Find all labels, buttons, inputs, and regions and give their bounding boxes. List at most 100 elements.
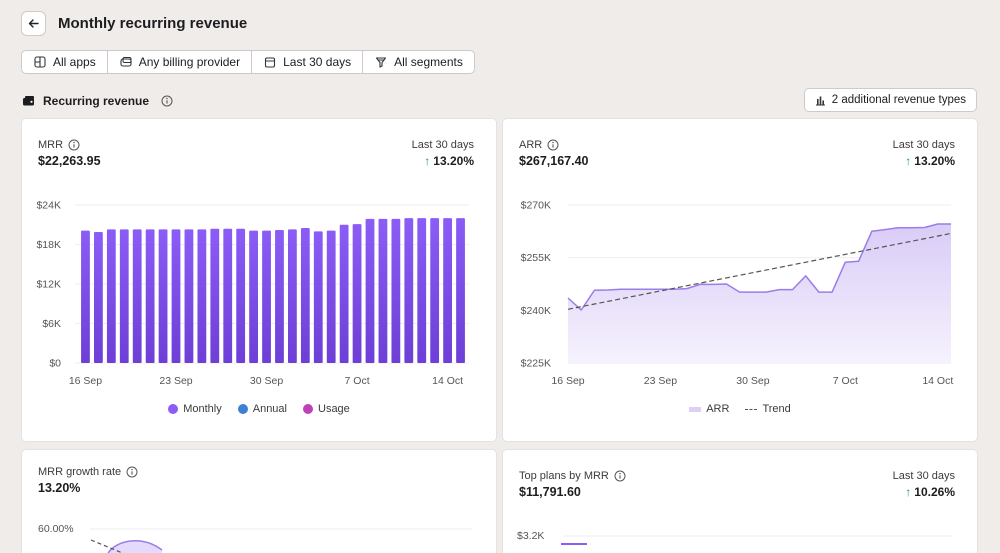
arr-xtick-label: 16 Sep [551, 375, 584, 387]
mrr-bar-chart: $0 $6K $12K $18K $24K 16 Sep 23 Sep 30 Sep 7 Oct… [36, 200, 469, 387]
arr-area [568, 224, 951, 363]
growth-ytick: 60.00% [38, 523, 74, 535]
apps-icon [34, 56, 46, 68]
mrr-bar [443, 218, 452, 363]
mrr-bar [391, 218, 401, 363]
legend-annual-dot [237, 404, 248, 414]
wallet-icon [23, 96, 34, 106]
legend-usage-dot [303, 404, 313, 414]
mrr-xtick-label: 14 Oct [432, 375, 463, 387]
legend-arr-swatch [689, 406, 702, 412]
legend-annual-label: Annual [252, 403, 287, 415]
filter-apps[interactable]: All apps [22, 51, 108, 73]
mrr-label-text: MRR [38, 139, 64, 151]
back-button[interactable] [21, 11, 46, 36]
legend-usage-label: Usage [318, 403, 350, 415]
top-plans-value: $11,791.60 [519, 485, 581, 499]
bar-chart-icon [815, 96, 825, 105]
mrr-ytick-label: $6K [42, 318, 61, 330]
mrr-bar [132, 229, 142, 363]
mrr-xtick-label: 7 Oct [345, 375, 370, 387]
filter-apps-label: All apps [53, 55, 96, 69]
growth-line [107, 540, 163, 553]
legend-monthly-dot [168, 404, 179, 414]
arrow-left-icon [28, 19, 39, 28]
mrr-value: $22,263.95 [38, 154, 101, 168]
growth-label-text: MRR growth rate [38, 466, 122, 478]
arr-value: $267,167.40 [519, 154, 589, 168]
growth-chart: 60.00% [38, 523, 472, 553]
legend-trend[interactable]: Trend [745, 403, 791, 415]
mrr-bar [223, 228, 233, 363]
arr-change: ↑ 13.20% [905, 154, 955, 168]
legend-monthly[interactable]: Monthly [168, 403, 222, 415]
filter-date-range[interactable]: Last 30 days [252, 51, 364, 73]
arr-area-chart: $225K $240K $255K $270K 16 Sep 23 Sep 30 Sep 7 … [521, 200, 954, 388]
legend-monthly-label: Monthly [183, 403, 222, 415]
mrr-card: MRR $22,263.95 Last 30 days ↑ 13.20% $0 $6… [22, 119, 496, 441]
mrr-bar [262, 230, 271, 363]
mrr-bar [378, 218, 388, 363]
mrr-ytick-label: $24K [36, 200, 61, 212]
segment-filter-icon [376, 57, 387, 68]
info-icon[interactable] [614, 470, 626, 482]
arrow-up-icon: ↑ [905, 485, 912, 499]
arr-xtick-label: 23 Sep [644, 375, 677, 387]
mrr-bar [365, 218, 375, 363]
arr-legend: ARR Trend [503, 403, 977, 415]
top-plans-change: ↑ 10.26% [905, 485, 955, 499]
arr-ytick-label: $270K [521, 200, 551, 212]
mrr-bar [352, 224, 362, 363]
top-plans-period: Last 30 days [892, 470, 955, 482]
mrr-bar [456, 218, 465, 363]
mrr-period: Last 30 days [411, 139, 474, 151]
mrr-legend: Monthly Annual Usage [22, 403, 496, 415]
mrr-bar [417, 218, 427, 363]
legend-annual[interactable]: Annual [237, 403, 287, 415]
info-icon[interactable] [126, 466, 138, 478]
mrr-bar [106, 229, 116, 363]
arr-trend-line [567, 232, 952, 310]
mrr-bar [288, 229, 297, 363]
mrr-xtick-label: 30 Sep [250, 375, 283, 387]
arrow-up-icon: ↑ [424, 154, 431, 168]
mrr-bar [145, 229, 155, 363]
filter-billing-provider[interactable]: Any billing provider [108, 51, 253, 73]
additional-revenue-types-button[interactable]: 2 additional revenue types [803, 88, 977, 112]
mrr-bar [236, 228, 246, 363]
legend-arr-label: ARR [706, 403, 730, 415]
legend-trend-swatch [745, 408, 758, 410]
arr-card: ARR $267,167.40 Last 30 days ↑ 13.20% $22… [503, 119, 977, 441]
arr-label-text: ARR [519, 139, 543, 151]
mrr-bar [326, 230, 336, 363]
info-icon[interactable] [68, 139, 80, 151]
legend-arr[interactable]: ARR [689, 403, 729, 415]
info-icon[interactable] [547, 139, 559, 151]
filter-segments-label: All segments [394, 55, 463, 69]
arr-label: ARR [519, 139, 559, 151]
growth-trend-line [90, 539, 124, 553]
filter-billing-provider-label: Any billing provider [138, 55, 241, 69]
mrr-bar [81, 230, 90, 363]
mrr-ytick-label: $12K [36, 279, 61, 291]
arr-xtick-label: 14 Oct [922, 375, 953, 387]
arr-ytick-label: $255K [521, 252, 551, 264]
mrr-bar [313, 231, 323, 363]
top-plans-chart: $3.2K [517, 530, 953, 545]
mrr-growth-card: MRR growth rate 13.20% 60.00% [22, 450, 496, 553]
additional-revenue-types-label: 2 additional revenue types [831, 94, 966, 106]
legend-usage[interactable]: Usage [303, 403, 350, 415]
filter-segments[interactable]: All segments [363, 51, 474, 73]
arr-change-value: 13.20% [914, 154, 955, 168]
top-plans-label-text: Top plans by MRR [519, 470, 609, 482]
arr-ytick-label: $240K [521, 305, 551, 317]
mrr-bar [197, 229, 207, 363]
mrr-change-value: 13.20% [433, 154, 474, 168]
mrr-label: MRR [38, 139, 80, 151]
mrr-xtick-label: 23 Sep [159, 375, 192, 387]
top-plans-change-value: 10.26% [914, 485, 955, 499]
info-icon[interactable] [161, 95, 173, 107]
growth-label: MRR growth rate [38, 466, 138, 478]
mrr-bar [249, 230, 258, 363]
mrr-bar [339, 224, 349, 363]
